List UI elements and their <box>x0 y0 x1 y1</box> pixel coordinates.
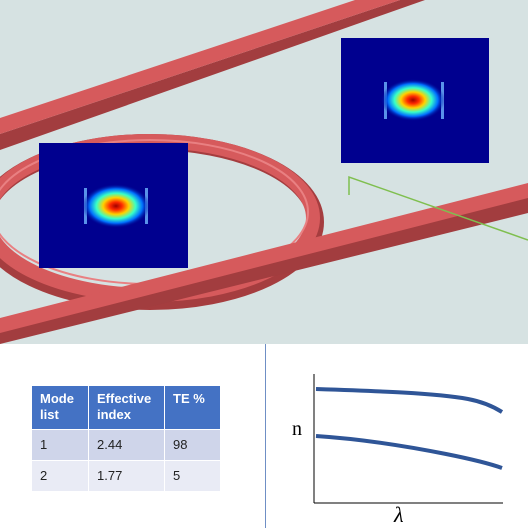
x-axis-label: λ <box>394 502 404 527</box>
dispersion-plot <box>313 374 504 504</box>
header-te-percent: TE % <box>164 385 221 430</box>
mode-table-panel: Mode list Effective index TE % 1 2.44 98… <box>0 344 265 528</box>
waveguide-3d-view <box>0 0 528 344</box>
outline-line <box>348 175 528 241</box>
header-effective-index: Effective index <box>88 385 165 430</box>
mode-profile-1 <box>39 143 188 268</box>
mode-1-curve <box>315 387 504 414</box>
lower-straight-waveguide <box>0 183 528 344</box>
table-row: 1 2.44 98 <box>31 429 221 461</box>
cell-effective-index: 1.77 <box>88 460 165 492</box>
mode-profile-2 <box>341 38 489 163</box>
cell-te-percent: 5 <box>164 460 221 492</box>
dispersion-plot-panel: n λ <box>265 344 528 528</box>
cell-te-percent: 98 <box>164 429 221 461</box>
waveguide-scene-svg <box>0 0 528 344</box>
table-row: 2 1.77 5 <box>31 460 221 492</box>
cell-effective-index: 2.44 <box>88 429 165 461</box>
mode-2-curve <box>315 434 503 470</box>
cell-mode: 1 <box>31 429 89 461</box>
upper-straight-waveguide <box>0 0 425 150</box>
y-axis-label: n <box>292 418 302 440</box>
header-mode-list: Mode list <box>31 385 89 430</box>
cell-mode: 2 <box>31 460 89 492</box>
mode-table: Mode list Effective index TE % 1 2.44 98… <box>31 385 221 492</box>
table-header-row: Mode list Effective index TE % <box>31 385 221 430</box>
